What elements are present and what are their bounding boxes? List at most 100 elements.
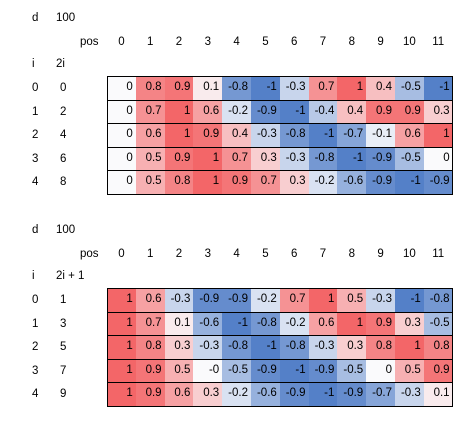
- heat-cell: 1: [107, 358, 136, 383]
- pos-header: 8: [348, 36, 355, 48]
- heat-cell: -0.1: [366, 123, 395, 147]
- heat-cell: -0.7: [366, 382, 395, 406]
- heat-cell: -1: [395, 170, 424, 194]
- pos-header: 2: [175, 36, 183, 48]
- i-value: 3: [32, 364, 39, 377]
- heat-cell: -0.6: [251, 382, 280, 406]
- k-value: 2: [60, 105, 67, 118]
- k-value: 4: [60, 129, 67, 142]
- k-label: 2i: [56, 58, 65, 70]
- heat-cell: 0.3: [279, 170, 309, 194]
- heat-cell: -0.6: [337, 170, 367, 194]
- heat-cell: -0.5: [423, 311, 453, 336]
- pos-header: 3: [204, 248, 211, 260]
- heat-cell: 0.9: [164, 146, 194, 171]
- heat-cell: -0.9: [366, 170, 395, 194]
- heat-cell: -0: [193, 358, 223, 383]
- pos-header: 1: [146, 248, 154, 260]
- k-value: 6: [60, 152, 67, 165]
- heat-cell: 0.5: [135, 170, 165, 194]
- heat-cell: 0: [423, 146, 453, 171]
- heat-cell: 0.8: [135, 76, 165, 100]
- heat-cell: 0.9: [366, 311, 395, 336]
- heat-cell: -0.8: [222, 76, 251, 100]
- pos-header: 8: [348, 248, 355, 260]
- heat-cell: 0.9: [135, 358, 165, 383]
- row-border: [107, 382, 453, 407]
- heat-cell: -0.3: [279, 146, 309, 171]
- pos-header: 6: [290, 36, 298, 48]
- heat-cell: 0.7: [135, 99, 165, 124]
- heat-cell: -1: [279, 99, 309, 124]
- heat-cell: -1: [251, 335, 280, 359]
- heat-cell: -1: [251, 76, 280, 100]
- pos-header: 7: [319, 248, 327, 260]
- heat-cell: 0.7: [222, 146, 251, 171]
- heat-cell: 0: [107, 146, 136, 171]
- heat-cell: -0.4: [308, 99, 338, 124]
- pos-header: 0: [118, 36, 125, 48]
- heat-cell: 0.9: [395, 99, 424, 124]
- row-border: [107, 99, 453, 125]
- heat-cell: 0.9: [164, 76, 194, 100]
- heat-cell: -1: [308, 382, 338, 406]
- heat-cell: -0.9: [279, 382, 309, 406]
- heat-cell: 0.3: [193, 382, 223, 406]
- heat-cell: -0.8: [251, 311, 280, 336]
- heat-cell: -0.8: [279, 123, 309, 147]
- heat-cell: -0.2: [222, 99, 251, 124]
- heat-cell: 1: [193, 170, 223, 194]
- heat-cell: -0.3: [251, 123, 280, 147]
- heat-cell: 0.3: [337, 335, 367, 359]
- pos-header: 0: [118, 248, 125, 260]
- heat-cell: -0.3: [164, 288, 194, 312]
- heat-cell: 0.4: [366, 76, 395, 100]
- i-value: 1: [32, 105, 39, 118]
- heat-cell: 1: [164, 123, 194, 147]
- heat-cell: 0.6: [135, 123, 165, 147]
- pos-header: 11: [432, 36, 445, 48]
- i-value: 3: [32, 152, 39, 165]
- k-value: 5: [60, 341, 67, 354]
- i-value: 2: [32, 129, 39, 142]
- pos-header: 9: [377, 248, 384, 260]
- pos-header: 3: [204, 36, 211, 48]
- heat-cell: -0.7: [337, 123, 367, 147]
- pos-label: pos: [80, 248, 99, 260]
- heat-cell: 0.7: [308, 76, 338, 100]
- heat-cell: -0.8: [423, 288, 453, 312]
- heat-cell: -1: [423, 76, 453, 100]
- heat-cell: -0.2: [279, 311, 309, 336]
- heat-cell: -0.9: [251, 358, 280, 383]
- k-value: 9: [60, 388, 67, 401]
- heat-cell: 0: [107, 170, 136, 194]
- i-value: 4: [32, 388, 39, 401]
- pos-header: 9: [377, 36, 384, 48]
- heat-cell: 0.5: [395, 358, 424, 383]
- heat-cell: 0.7: [251, 170, 280, 194]
- heat-cell: 0.8: [135, 335, 165, 359]
- d-label: d: [32, 224, 39, 236]
- heat-cell: 0.8: [366, 335, 395, 359]
- heat-cell: 0.5: [337, 288, 367, 312]
- heat-cell: -0.2: [251, 288, 280, 312]
- heat-cell: -0.2: [308, 170, 338, 194]
- heat-cell: 0.9: [193, 123, 223, 147]
- heat-cell: -0.6: [193, 311, 223, 336]
- heat-cell: -0.2: [222, 382, 251, 406]
- heat-cell: -0.3: [193, 335, 223, 359]
- heat-cell: 0.3: [251, 146, 280, 171]
- row-border: [107, 358, 453, 384]
- heat-cell: -1: [222, 311, 251, 336]
- heat-cell: -0.3: [279, 76, 309, 100]
- heat-cell: 1: [395, 335, 424, 359]
- heat-cell: -0.9: [193, 288, 223, 312]
- pos-header: 10: [403, 36, 416, 48]
- pos-header: 5: [262, 248, 269, 260]
- heat-cell: -0.5: [395, 76, 424, 100]
- heat-cell: -0.9: [251, 99, 280, 124]
- heat-cell: 0.9: [135, 382, 165, 406]
- k-label: 2i + 1: [56, 270, 85, 282]
- heat-cell: -0.3: [395, 382, 424, 406]
- heat-cell: 1: [107, 288, 136, 312]
